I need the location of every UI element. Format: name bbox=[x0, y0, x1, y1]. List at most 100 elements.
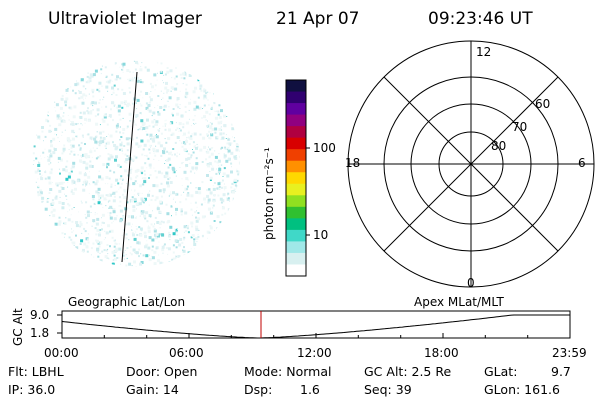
imager-pixel bbox=[128, 168, 132, 172]
imager-pixel bbox=[219, 197, 223, 201]
imager-pixel bbox=[206, 174, 209, 177]
imager-pixel bbox=[185, 166, 187, 168]
imager-pixel bbox=[71, 192, 75, 195]
imager-pixel bbox=[238, 161, 240, 165]
imager-pixel bbox=[69, 153, 72, 155]
imager-pixel bbox=[131, 168, 133, 170]
imager-pixel bbox=[206, 230, 210, 234]
imager-pixel bbox=[172, 251, 175, 254]
imager-pixel bbox=[171, 215, 172, 217]
imager-pixel bbox=[56, 114, 60, 118]
imager-pixel bbox=[212, 204, 215, 207]
imager-pixel bbox=[125, 161, 128, 164]
imager-pixel bbox=[111, 86, 114, 90]
imager-pixel bbox=[155, 184, 159, 188]
imager-pixel bbox=[71, 189, 74, 192]
imager-pixel bbox=[86, 238, 89, 241]
imager-pixel bbox=[68, 172, 72, 175]
imager-pixel bbox=[135, 228, 138, 231]
imager-pixel bbox=[191, 225, 194, 228]
imager-pixel bbox=[59, 196, 61, 198]
imager-pixel bbox=[207, 136, 208, 137]
imager-pixel bbox=[194, 211, 197, 214]
imager-pixel bbox=[133, 60, 135, 62]
imager-pixel bbox=[165, 81, 168, 85]
imager-pixel bbox=[107, 157, 111, 161]
imager-pixel bbox=[176, 83, 179, 86]
imager-pixel bbox=[172, 232, 176, 236]
imager-pixel bbox=[135, 156, 138, 159]
imager-pixel bbox=[185, 177, 189, 181]
imager-pixel bbox=[93, 137, 97, 141]
imager-pixel bbox=[70, 150, 73, 153]
imager-pixel bbox=[158, 241, 160, 243]
imager-pixel bbox=[107, 116, 109, 117]
imager-pixel bbox=[151, 256, 155, 260]
imager-pixel bbox=[162, 221, 165, 224]
imager-pixel bbox=[188, 118, 190, 120]
imager-pixel bbox=[211, 122, 213, 125]
imager-pixel bbox=[80, 80, 83, 83]
imager-pixel bbox=[172, 108, 175, 110]
imager-pixel bbox=[151, 115, 153, 117]
imager-pixel bbox=[148, 177, 150, 179]
imager-pixel bbox=[228, 142, 232, 146]
imager-pixel bbox=[65, 169, 68, 173]
imager-pixel bbox=[223, 186, 227, 190]
imager-pixel bbox=[232, 136, 233, 138]
imager-pixel bbox=[94, 227, 97, 230]
imager-pixel bbox=[40, 195, 42, 197]
imager-pixel bbox=[47, 176, 51, 180]
imager-pixel bbox=[98, 175, 102, 179]
imager-pixel bbox=[219, 222, 222, 225]
glon-status: GLon: 161.6 bbox=[484, 382, 560, 397]
imager-pixel bbox=[208, 146, 209, 148]
imager-pixel bbox=[63, 222, 65, 224]
imager-pixel bbox=[155, 149, 159, 153]
imager-pixel bbox=[121, 150, 123, 152]
imager-pixel bbox=[210, 106, 213, 109]
imager-pixel bbox=[107, 80, 111, 84]
imager-pixel bbox=[95, 233, 98, 236]
imager-pixel bbox=[90, 212, 92, 213]
imager-pixel bbox=[118, 247, 122, 251]
imager-pixel bbox=[60, 181, 64, 185]
imager-pixel bbox=[223, 183, 225, 185]
imager-pixel bbox=[122, 254, 125, 257]
imager-pixel bbox=[176, 112, 180, 116]
imager-pixel bbox=[171, 258, 174, 261]
imager-pixel bbox=[194, 172, 196, 174]
imager-pixel bbox=[195, 216, 197, 219]
imager-pixel bbox=[73, 153, 76, 156]
dsp-value: 1.6 bbox=[300, 382, 320, 397]
imager-pixel bbox=[109, 216, 113, 220]
imager-pixel bbox=[218, 104, 221, 107]
imager-pixel bbox=[181, 178, 183, 180]
imager-pixel bbox=[95, 122, 99, 126]
imager-pixel bbox=[76, 82, 80, 86]
imager-pixel bbox=[155, 247, 158, 250]
imager-pixel bbox=[133, 155, 136, 158]
imager-pixel bbox=[139, 81, 142, 84]
imager-pixel bbox=[197, 235, 200, 238]
imager-pixel bbox=[160, 62, 163, 65]
imager-pixel bbox=[227, 192, 230, 195]
imager-pixel bbox=[142, 254, 145, 257]
imager-pixel bbox=[193, 132, 197, 136]
imager-pixel bbox=[119, 126, 121, 128]
mlat-label-70: 70 bbox=[512, 120, 528, 134]
imager-pixel bbox=[206, 134, 209, 137]
imager-pixel bbox=[132, 138, 135, 141]
imager-pixel bbox=[85, 245, 89, 249]
imager-pixel bbox=[87, 155, 91, 158]
imager-pixel bbox=[159, 261, 163, 265]
imager-pixel bbox=[122, 251, 125, 254]
imager-pixel bbox=[153, 150, 155, 152]
imager-pixel bbox=[180, 162, 183, 165]
imager-pixel bbox=[46, 198, 49, 201]
imager-pixel bbox=[85, 180, 89, 184]
imager-pixel bbox=[106, 166, 108, 169]
imager-pixel bbox=[152, 139, 156, 143]
imager-pixel bbox=[78, 91, 82, 94]
